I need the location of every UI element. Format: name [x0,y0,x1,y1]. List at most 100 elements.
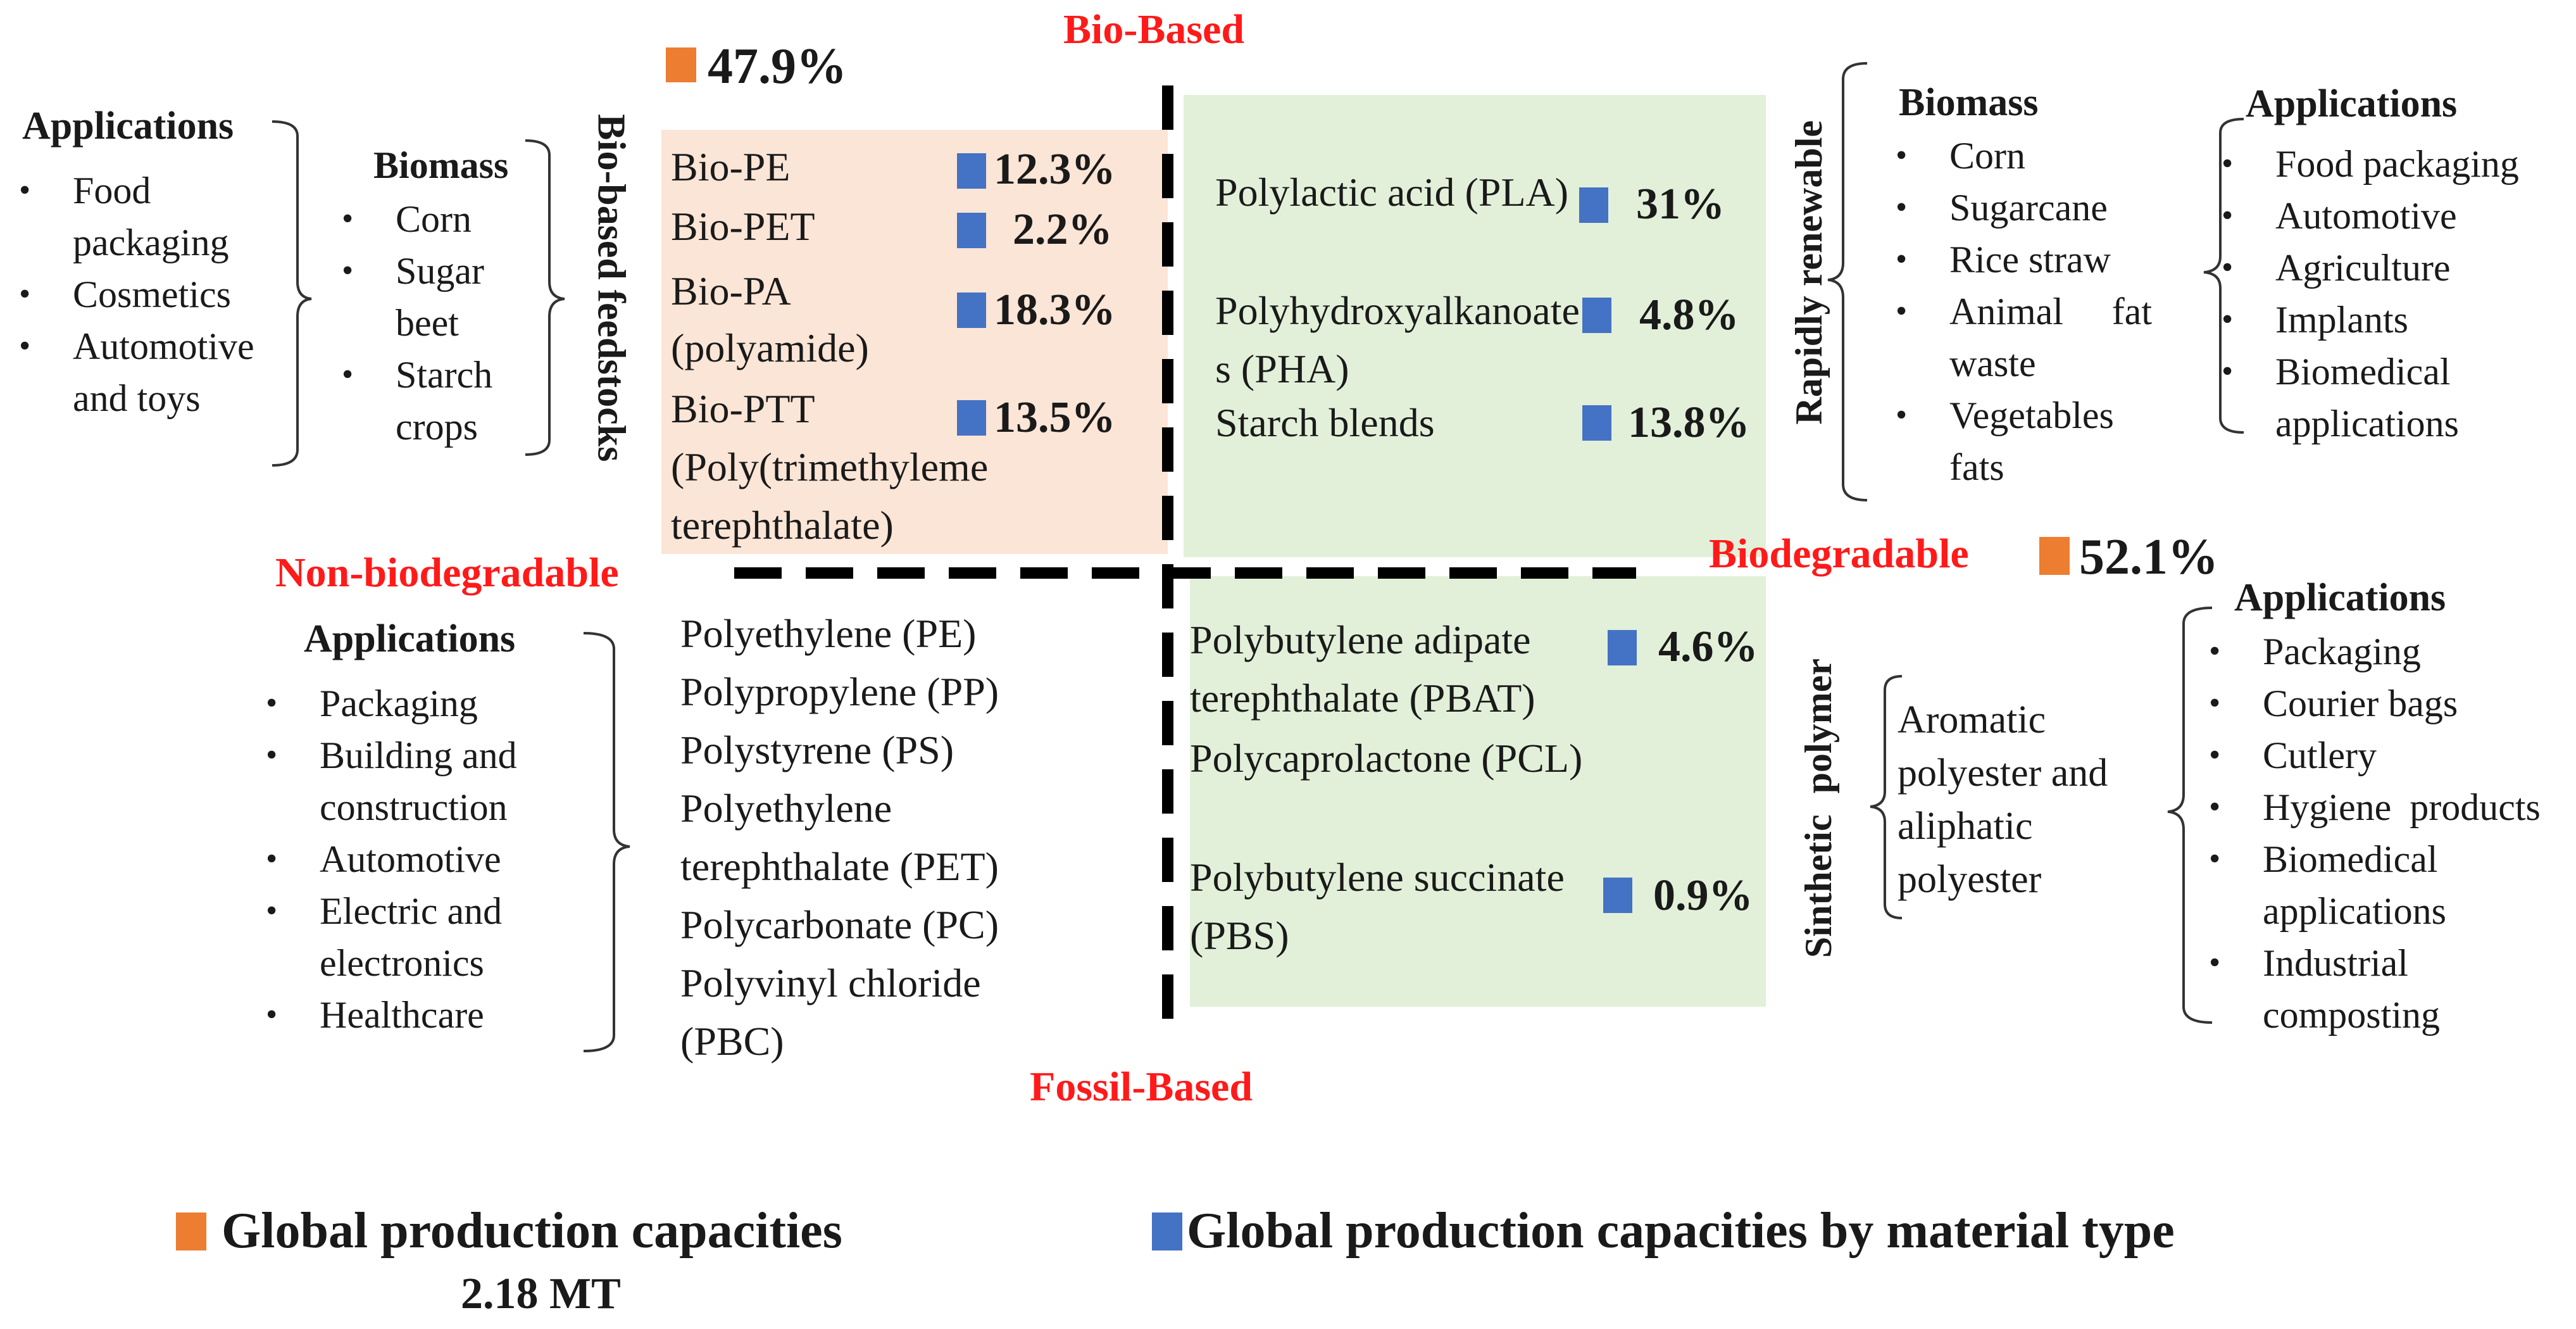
tl-material-pct: 18.3% [994,286,1116,334]
list-item: Polyethylene terephthalate (PET) [680,786,999,889]
blue-marker [1603,878,1632,913]
tl-biomass-list: Corn Sugar beet Starch crops [329,193,510,453]
list-item: Polycarbonate (PC) [680,902,999,947]
list-item: Corn [329,193,510,245]
legend-orange-sub: 2.18 MT [461,1269,621,1318]
list-item: Building and construction [253,729,573,833]
tr-applications-list: Food packaging Automotive Agriculture Im… [2209,138,2519,450]
bl-materials-list: Polyethylene (PE) Polypropylene (PP) Pol… [680,605,1073,1071]
tl-material-pct: 13.5% [994,393,1116,442]
legend-blue-swatch [1152,1212,1182,1250]
list-item: Rice straw [1883,234,2152,286]
legend-orange-label: Global production capacities [222,1203,842,1259]
bracket-br-applications [2167,607,2213,1024]
axis-label-bio-based: Bio-Based [1063,6,1245,53]
list-item: Biomedical applications [2196,833,2541,937]
br-material-pct: 4.6% [1658,622,1758,671]
tr-material-pct: 31% [1636,180,1725,229]
list-item: Starch crops [329,349,510,453]
blue-marker [957,153,986,189]
list-item: Polyvinyl chloride (PBC) [680,961,981,1064]
tl-applications-list: Food packaging Cosmetics Automotive and … [6,165,282,424]
list-item: Vegetables fats [1883,389,2152,493]
br-side-label: Sinthetic polymer [1798,658,1839,958]
bl-applications-list: Packaging Building and construction Auto… [253,677,573,1041]
list-item: Cutlery [2196,729,2541,781]
tr-biomass-list: Corn Sugarcane Rice straw Animal fat was… [1883,130,2152,493]
tr-applications-title: Applications [2246,82,2458,125]
list-item: Agriculture [2209,242,2519,294]
list-item: Sugarcane [1883,182,2152,234]
tr-material-name: Polylactic acid (PLA) [1215,170,1569,215]
br-material-name: Polybutylene adipate terephthalate (PBAT… [1190,617,1535,721]
list-item: Hygiene products [2196,781,2541,833]
blue-marker [1582,405,1611,441]
list-item: Automotive and toys [6,320,282,424]
biodegradable-total-pct: 52.1% [2079,529,2218,585]
tl-material-name: Bio-PET [671,204,815,249]
list-item: Automotive [2209,190,2519,242]
blue-marker [1579,187,1608,223]
br-material-pct: 0.9% [1653,871,1753,920]
axis-label-fossil-based: Fossil-Based [1030,1064,1253,1110]
list-item: Healthcare [253,989,573,1041]
orange-marker-bio-based [666,47,696,82]
tr-material-name: Polyhydroxyalkanoates (PHA) [1215,288,1580,391]
bracket-bl-applications [583,632,630,1052]
fossil-biodegradable-quadrant-bg [1190,576,1766,1007]
br-material-name: Polycaprolactone (PCL) [1190,736,1583,781]
tr-side-label: Rapidly renewable [1788,120,1830,425]
br-material-name: Polybutylene succinate (PBS) [1190,855,1565,958]
br-applications-title: Applications [2234,576,2446,619]
legend-blue-label: Global production capacities by material… [1187,1203,2175,1259]
br-applications-list: Packaging Courier bags Cutlery Hygiene p… [2196,626,2541,1041]
list-item: Automotive [253,833,573,885]
bio-based-total-pct: 47.9% [708,39,847,94]
bio-nonbiodegradable-quadrant-bg [661,130,1168,554]
br-type-text: Aromatic polyester and aliphatic polyest… [1898,698,2108,901]
list-item: Corn [1883,130,2152,182]
orange-marker-biodegradable [2039,537,2070,575]
axis-label-non-biodegradable: Non-biodegradable [275,550,619,596]
list-item: Packaging [2196,626,2541,677]
tr-biomass-title: Biomass [1899,81,2039,124]
blue-marker [957,400,986,436]
bracket-br-synthetic [1870,675,1903,919]
list-item: Sugar beet [329,245,510,349]
bio-biodegradable-quadrant-bg [1184,95,1766,557]
bracket-tr-renewable [1827,62,1868,501]
tl-material-name: Bio-PE [671,144,791,189]
tr-material-name: Starch blends [1215,400,1435,445]
blue-marker [957,293,986,328]
legend-orange-swatch [176,1212,206,1250]
axis-label-biodegradable: Biodegradable [1709,531,1969,577]
list-item: Courier bags [2196,677,2541,729]
tl-side-label: Bio-based feedstocks [589,114,633,462]
bracket-tl-applications [272,120,312,467]
list-item: Polyethylene (PE) [680,611,977,656]
blue-marker [1608,630,1637,665]
blue-marker [1582,298,1611,333]
tr-material-pct: 13.8% [1628,398,1750,447]
bracket-tl-biomass [525,139,565,456]
tl-material-name: Bio-PTT (Poly(trimethyleme terephthalate… [671,386,989,548]
tl-material-name: Bio-PA (polyamide) [671,268,869,370]
tl-material-pct: 12.3% [994,145,1116,194]
list-item: Polypropylene (PP) [680,669,999,714]
list-item: Implants [2209,294,2519,346]
tr-material-pct: 4.8% [1639,291,1739,339]
list-item: Cosmetics [6,268,282,320]
tl-biomass-title: Biomass [373,144,509,186]
blue-marker [957,213,986,248]
bl-applications-title: Applications [304,617,516,660]
list-item: Industrial composting [2196,937,2541,1041]
list-item: Polystyrene (PS) [680,727,954,772]
list-item: Biomedical applications [2209,346,2519,450]
list-item: Packaging [253,677,573,729]
list-item: Food packaging [2209,138,2519,190]
list-item: Electric and electronics [253,885,573,989]
tl-material-pct: 2.2% [1013,205,1113,254]
list-item: Food packaging [6,165,282,268]
tl-applications-title: Applications [22,104,234,148]
